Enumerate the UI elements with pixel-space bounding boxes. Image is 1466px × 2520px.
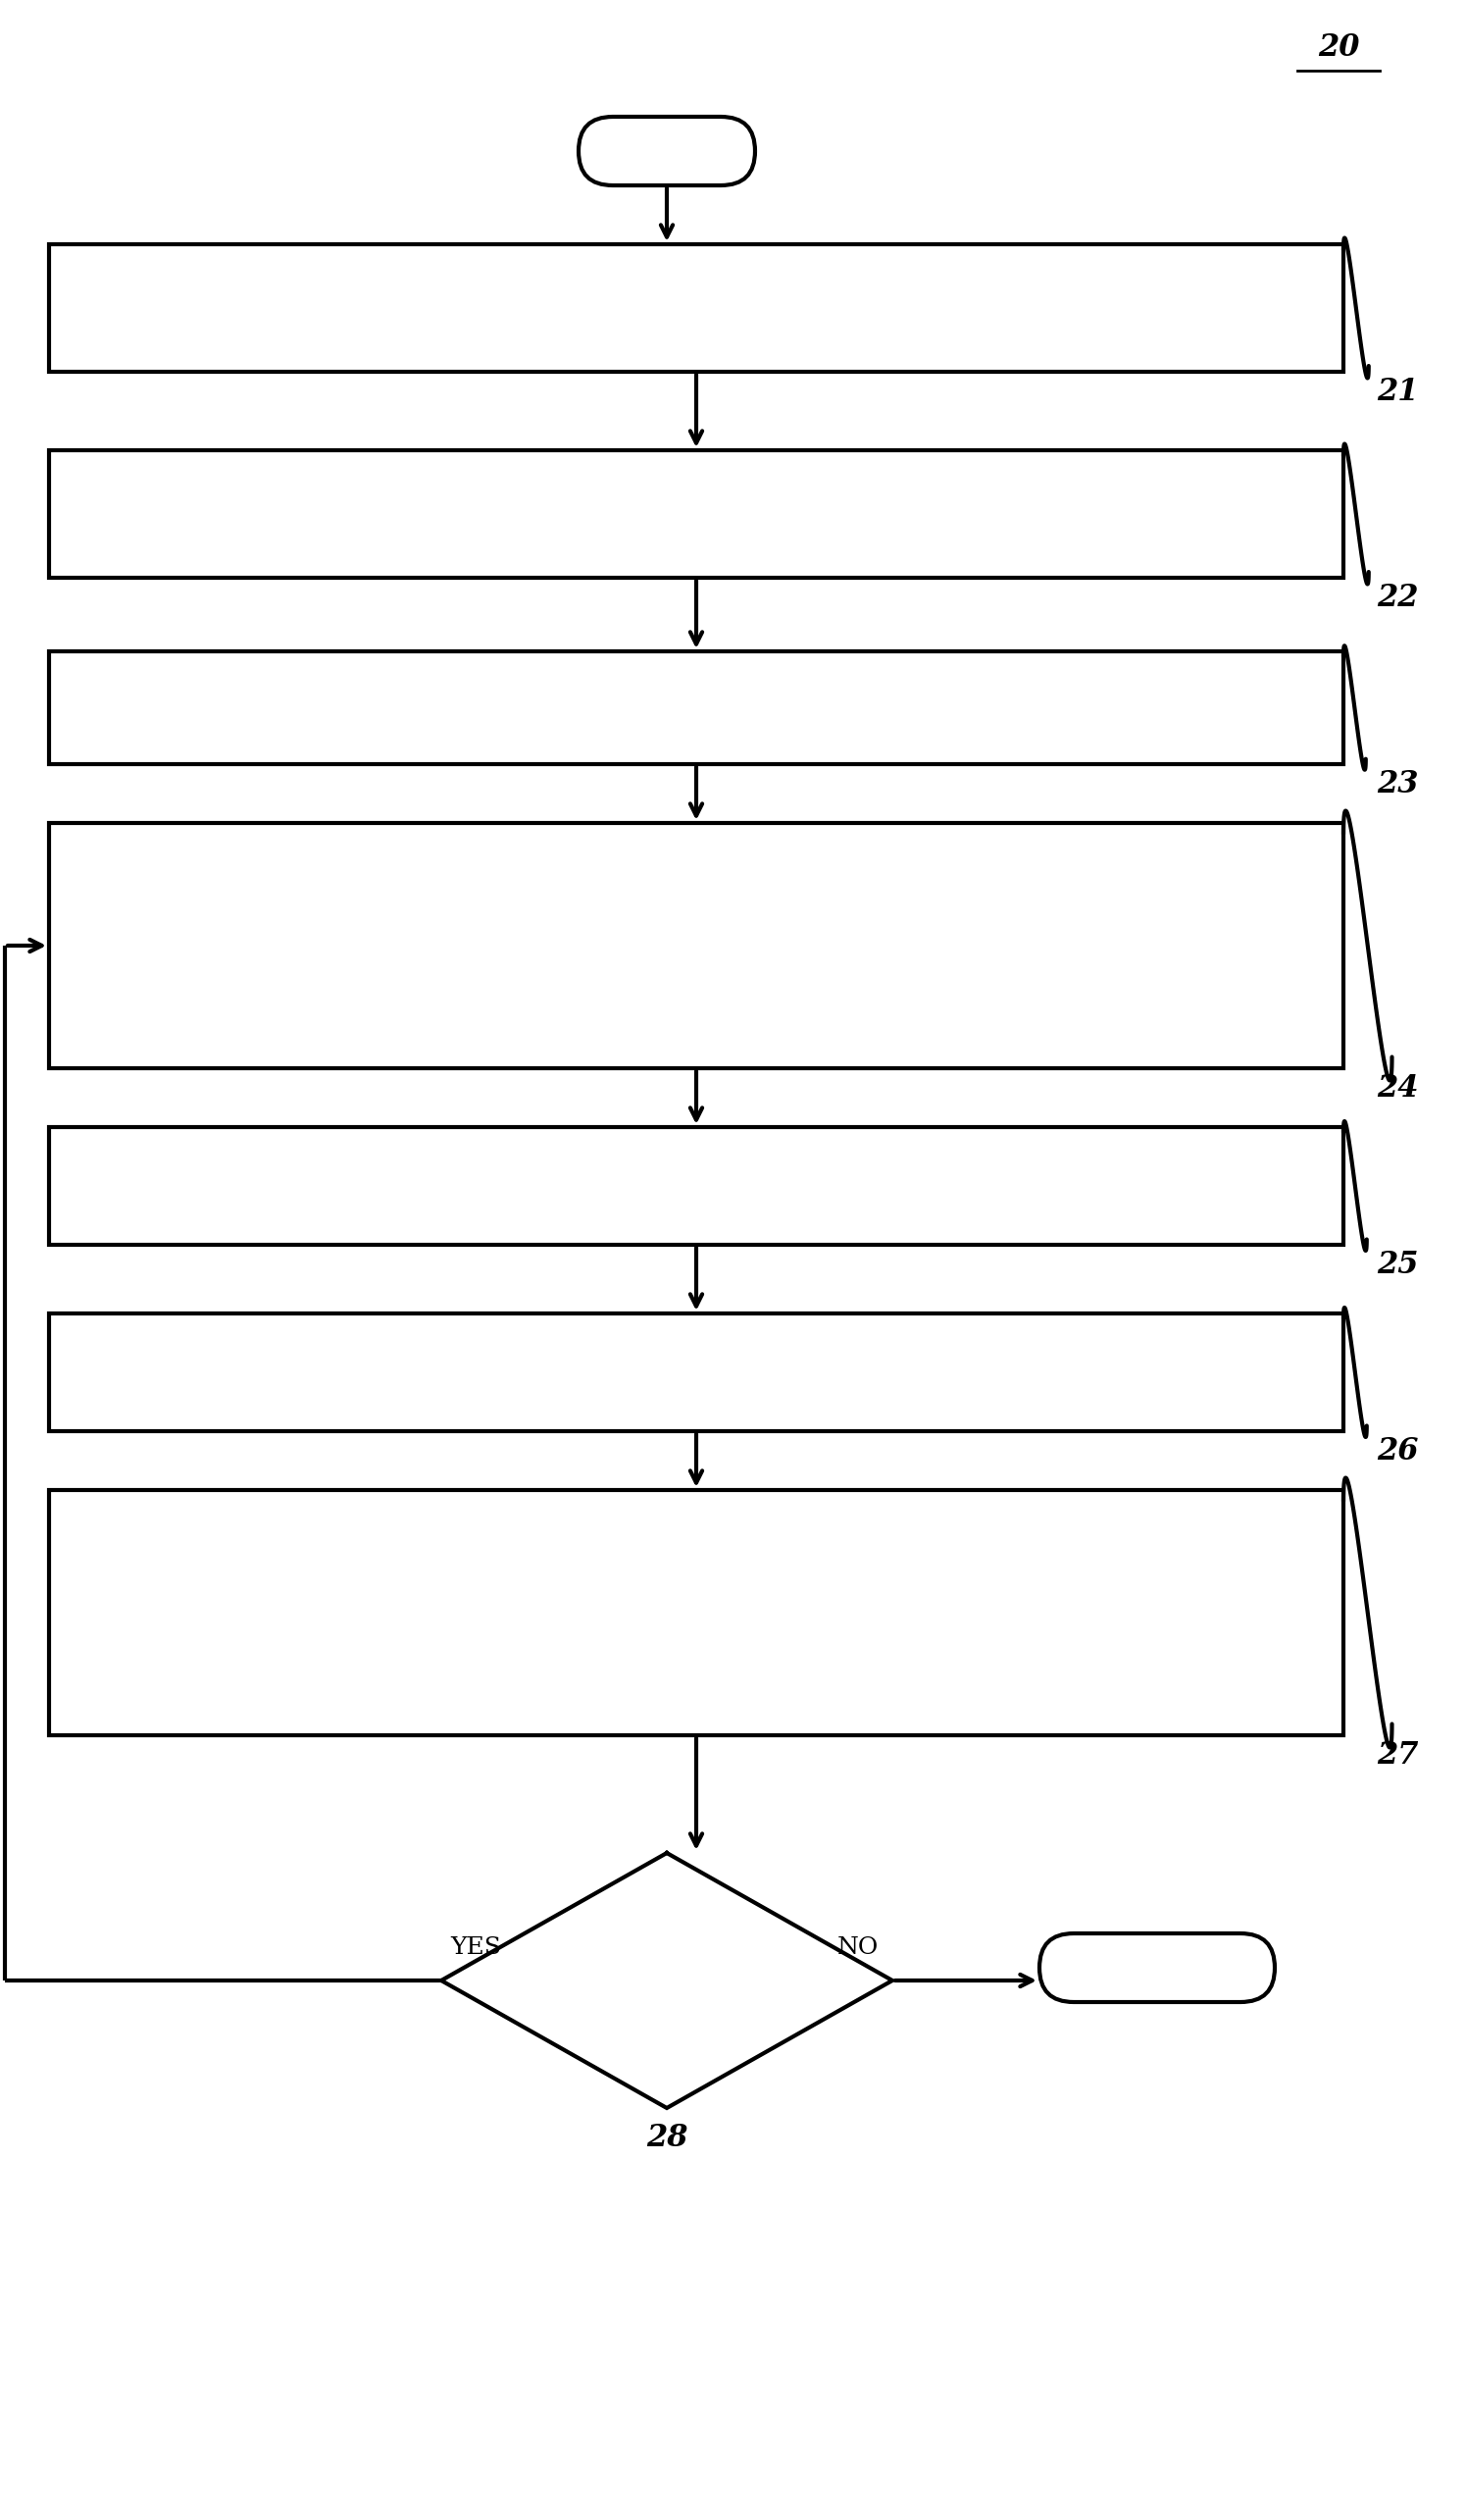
- Text: YES: YES: [450, 1935, 501, 1958]
- Text: 26: 26: [1377, 1436, 1418, 1467]
- Polygon shape: [441, 1852, 893, 2109]
- FancyBboxPatch shape: [579, 116, 755, 186]
- Bar: [48, 1126, 1343, 1245]
- Bar: [48, 650, 1343, 764]
- Bar: [48, 451, 1343, 577]
- Text: 23: 23: [1377, 769, 1418, 799]
- Text: 25: 25: [1377, 1250, 1418, 1280]
- Text: NO: NO: [837, 1935, 878, 1958]
- Bar: [48, 1313, 1343, 1431]
- Bar: [48, 1489, 1343, 1736]
- Text: 20: 20: [1318, 33, 1359, 63]
- Text: 22: 22: [1377, 582, 1418, 612]
- Text: 28: 28: [647, 2122, 688, 2152]
- Text: 27: 27: [1377, 1741, 1418, 1772]
- FancyBboxPatch shape: [1039, 1933, 1275, 2001]
- Bar: [48, 244, 1343, 373]
- Bar: [48, 824, 1343, 1068]
- Text: 21: 21: [1377, 375, 1418, 408]
- Text: 24: 24: [1377, 1074, 1418, 1104]
